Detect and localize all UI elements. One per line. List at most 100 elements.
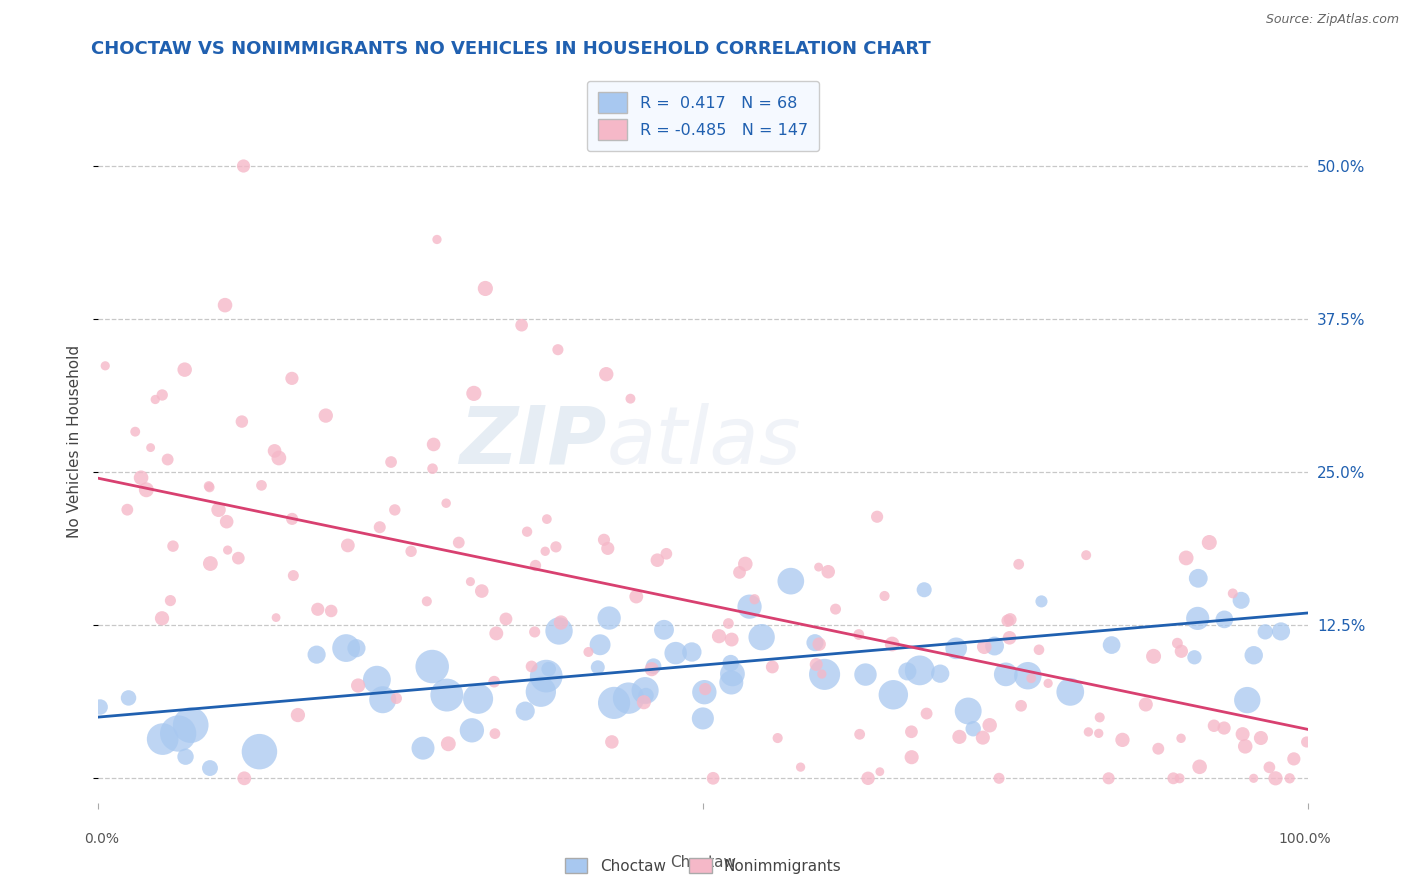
Point (263, 443, 285, 458)
Text: Choctaw: Choctaw (671, 855, 735, 870)
Point (692, 711, 714, 725)
Point (1243, 648, 1265, 663)
Point (117, 502, 139, 516)
Point (281, 371, 304, 385)
Point (626, 590, 648, 604)
Point (807, 560, 830, 574)
Point (198, 479, 221, 493)
Point (1008, 558, 1031, 572)
Point (307, 602, 329, 616)
Point (1187, 611, 1209, 625)
Point (994, 667, 1017, 681)
Point (998, 613, 1021, 627)
Point (1036, 676, 1059, 690)
Point (1088, 710, 1111, 724)
Point (135, 483, 157, 497)
Point (1250, 731, 1272, 745)
Point (143, 392, 166, 407)
Point (1010, 698, 1032, 713)
Point (368, 520, 391, 534)
Point (117, 690, 139, 705)
Point (416, 594, 439, 608)
Point (721, 666, 744, 681)
Point (283, 568, 305, 582)
Point (530, 684, 553, 698)
Point (228, 551, 250, 566)
Point (929, 666, 952, 681)
Point (366, 673, 388, 687)
Point (231, 415, 253, 429)
Point (1243, 772, 1265, 786)
Point (495, 612, 517, 626)
Point (766, 731, 789, 745)
Point (523, 624, 546, 639)
Point (150, 388, 173, 402)
Point (516, 524, 538, 539)
Point (1236, 693, 1258, 707)
Point (461, 723, 484, 738)
Legend: R =  0.417   N = 68, R = -0.485   N = 147: R = 0.417 N = 68, R = -0.485 N = 147 (586, 81, 820, 151)
Point (1222, 586, 1244, 600)
Point (1019, 671, 1042, 685)
Point (1017, 669, 1039, 683)
Point (979, 718, 1001, 732)
Point (547, 343, 569, 357)
Point (1111, 732, 1133, 747)
Point (434, 496, 457, 510)
Point (1184, 650, 1206, 665)
Point (866, 509, 889, 524)
Point (422, 461, 444, 475)
Point (167, 726, 190, 740)
Text: 100.0%: 100.0% (1278, 832, 1331, 846)
Point (1213, 721, 1236, 735)
Point (1202, 719, 1225, 733)
Point (717, 616, 740, 631)
Point (335, 641, 357, 656)
Point (250, 478, 273, 492)
Point (848, 727, 870, 741)
Point (1198, 535, 1220, 549)
Point (779, 574, 801, 589)
Point (474, 281, 496, 295)
Point (1059, 685, 1081, 699)
Point (915, 706, 938, 721)
Point (1188, 760, 1211, 774)
Point (150, 611, 173, 625)
Point (578, 645, 600, 659)
Point (1077, 725, 1099, 739)
Point (882, 637, 904, 651)
Point (813, 667, 835, 681)
Point (215, 515, 238, 529)
Point (437, 737, 460, 751)
Point (856, 772, 879, 786)
Text: 0.0%: 0.0% (84, 832, 118, 846)
Point (693, 685, 716, 699)
Point (882, 688, 904, 702)
Point (94, 359, 117, 373)
Point (1254, 624, 1277, 639)
Point (534, 544, 557, 558)
Point (1170, 731, 1192, 746)
Point (619, 392, 641, 406)
Point (720, 675, 742, 690)
Point (1028, 642, 1050, 657)
Point (869, 764, 891, 779)
Point (972, 731, 994, 745)
Point (761, 660, 783, 674)
Text: atlas: atlas (606, 402, 801, 481)
Point (447, 535, 470, 549)
Point (720, 632, 742, 647)
Point (804, 635, 827, 649)
Point (124, 425, 146, 439)
Point (198, 480, 221, 494)
Point (1282, 752, 1305, 766)
Point (665, 646, 688, 660)
Text: ZIP: ZIP (458, 402, 606, 481)
Point (174, 749, 197, 764)
Legend: Choctaw, Nonimmigrants: Choctaw, Nonimmigrants (558, 852, 848, 880)
Point (806, 657, 828, 672)
Point (681, 645, 703, 659)
Point (399, 544, 422, 558)
Point (426, 232, 449, 246)
Point (371, 692, 394, 706)
